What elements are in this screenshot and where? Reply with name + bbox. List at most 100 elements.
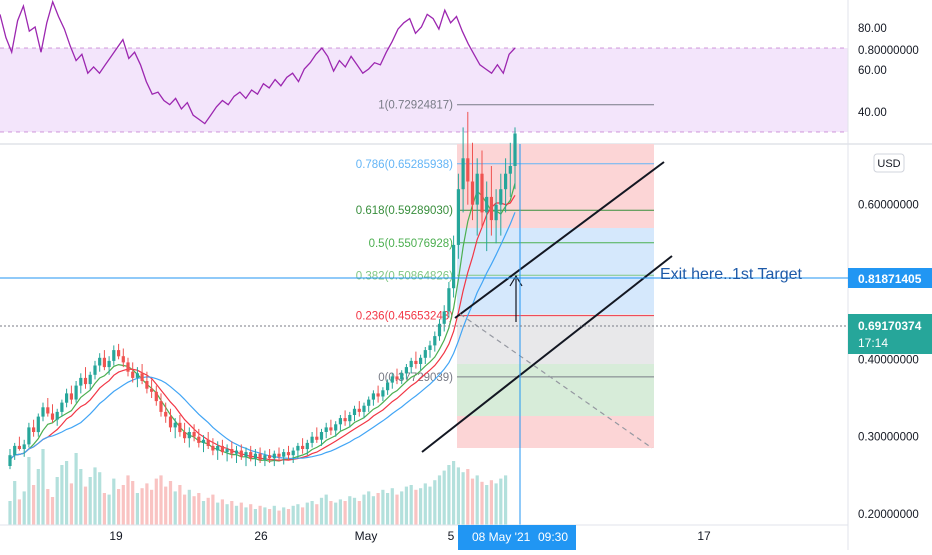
- volume-bar: [201, 501, 206, 525]
- candle-body: [357, 408, 361, 412]
- volume-bar: [98, 472, 102, 525]
- volume-bar: [310, 501, 314, 525]
- volume-bar: [258, 505, 262, 525]
- volume-bar: [60, 465, 64, 525]
- candle-body: [187, 432, 191, 439]
- volume-bar: [206, 497, 210, 525]
- candle-body: [140, 373, 144, 381]
- volume-bar: [324, 494, 328, 525]
- candle-body: [263, 455, 267, 460]
- candle-body: [220, 445, 224, 453]
- time-axis[interactable]: 19 26 May 5 17: [109, 529, 711, 543]
- volume-bar: [390, 488, 394, 525]
- candle-body: [258, 453, 262, 460]
- volume-bar: [466, 469, 470, 525]
- candle-body: [400, 373, 404, 380]
- candle-body: [197, 436, 201, 443]
- time-tick-label: 26: [254, 529, 268, 543]
- candle-body: [452, 244, 456, 289]
- rsi-tick-label: 40.00: [858, 107, 887, 119]
- candle-body: [367, 399, 371, 406]
- fib-level-label: 0.786(0.65285938): [356, 159, 453, 171]
- volume-bar: [348, 496, 352, 525]
- candle-body: [508, 166, 512, 174]
- volume-bar: [131, 481, 135, 525]
- candle-body: [390, 376, 394, 383]
- volume-bar: [121, 485, 125, 525]
- volume-bar: [69, 483, 73, 525]
- time-tick-label: 19: [109, 529, 123, 543]
- volume-bar: [352, 497, 357, 525]
- volume-bar: [55, 477, 59, 525]
- volume-bar: [480, 481, 484, 525]
- price-tick-label: 0.30000000: [858, 432, 919, 444]
- candle-body: [409, 360, 413, 368]
- volume-bar: [447, 465, 451, 525]
- volume-bar: [197, 493, 201, 525]
- candle-body: [404, 367, 408, 374]
- candle-body: [282, 452, 286, 457]
- volume-bar: [277, 510, 281, 525]
- candle-body: [277, 453, 281, 457]
- candle-body: [489, 196, 493, 221]
- rsi-tick-label: 80.00: [858, 23, 887, 35]
- volume-bar: [315, 504, 319, 525]
- projection-line[interactable]: [459, 313, 653, 449]
- rsi-axis: 80.00 60.00 40.00: [858, 23, 887, 119]
- candle-body: [211, 445, 215, 451]
- candle-body: [296, 445, 300, 451]
- volume-bar: [244, 507, 248, 525]
- candle-body: [348, 415, 352, 422]
- trend-line-upper[interactable]: [454, 161, 665, 319]
- candle-body: [216, 445, 220, 451]
- volume-bar: [107, 494, 111, 525]
- candle-body: [499, 189, 503, 205]
- candle-body: [93, 365, 97, 375]
- volume-bar: [442, 470, 446, 525]
- candle-body: [338, 418, 342, 425]
- volume-bar: [154, 478, 158, 525]
- volume-bar: [216, 502, 220, 525]
- annotation-text[interactable]: Exit here..1st Target: [660, 266, 803, 283]
- volume-bar: [319, 497, 324, 525]
- candle-body: [192, 432, 196, 437]
- candle-body: [168, 416, 173, 428]
- candle-body: [428, 345, 432, 350]
- candle-body: [272, 453, 276, 459]
- volume-bar: [452, 461, 456, 525]
- currency-badge[interactable]: USD: [873, 153, 905, 173]
- volume-bar: [17, 499, 21, 525]
- volume-bar: [485, 485, 489, 525]
- volume-bar: [263, 507, 267, 525]
- candle-body: [475, 173, 479, 205]
- volume-bar: [272, 505, 276, 525]
- volume-bar: [178, 485, 182, 525]
- volume-bar: [334, 502, 338, 525]
- volume-bar: [367, 491, 371, 525]
- candle-body: [376, 393, 380, 397]
- volume-bar: [357, 501, 361, 525]
- volume-bar: [475, 475, 479, 525]
- price-axis[interactable]: 1.100000001.000000000.900000000.80000000…: [858, 0, 919, 521]
- candle-body: [159, 401, 163, 412]
- volume-bar: [173, 491, 177, 525]
- candle-body: [183, 432, 187, 439]
- volume-bar: [112, 478, 116, 525]
- volume-bar: [135, 493, 139, 525]
- volume-bar: [414, 489, 418, 525]
- volume-bar: [504, 475, 508, 525]
- candle-body: [334, 424, 338, 431]
- candle-body: [22, 444, 26, 449]
- candle-body: [173, 422, 177, 428]
- volume-bar: [386, 493, 390, 525]
- volume-bar: [419, 488, 423, 525]
- candle-body: [480, 173, 484, 213]
- trend-line-lower[interactable]: [421, 255, 673, 453]
- volume-bar: [79, 469, 83, 525]
- candle-body: [55, 411, 59, 420]
- volume-bar: [22, 491, 26, 525]
- volume-bar: [268, 509, 272, 525]
- fib-level-label: 0.618(0.59289030): [356, 205, 453, 217]
- volume-bar: [211, 494, 215, 525]
